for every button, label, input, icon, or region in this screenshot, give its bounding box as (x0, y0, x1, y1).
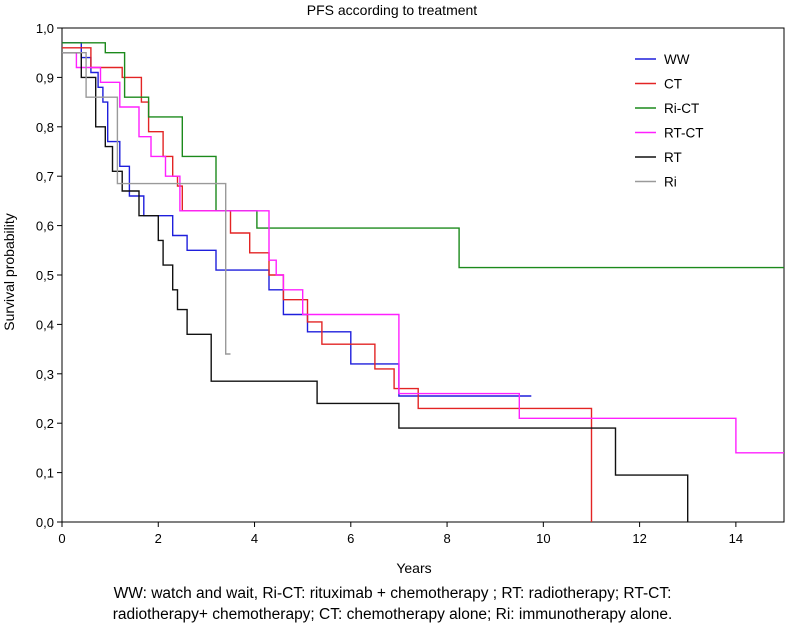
x-tick-label: 8 (443, 531, 450, 546)
y-axis-label: Survival probability (1, 213, 17, 331)
x-tick-label: 6 (347, 531, 354, 546)
y-tick-label: 0,7 (36, 169, 54, 184)
series-line-ri (62, 52, 231, 355)
series-line-ct (62, 47, 593, 522)
x-tick-label: 12 (632, 531, 646, 546)
x-tick-label: 14 (729, 531, 743, 546)
x-tick-label: 2 (155, 531, 162, 546)
chart-title: PFS according to treatment (307, 2, 478, 18)
km-chart: PFS according to treatment Survival prob… (1, 2, 785, 576)
series-line-ri-ct (62, 42, 784, 269)
y-tick-label: 0,8 (36, 120, 54, 135)
y-tick-label: 0,3 (36, 367, 54, 382)
y-tick-label: 0,6 (36, 219, 54, 234)
legend: WW CT Ri-CT RT-CT RT Ri (635, 52, 704, 190)
y-tick-label: 0,2 (36, 416, 54, 431)
caption-line-2: radiotherapy+ chemotherapy; CT: chemothe… (112, 606, 673, 623)
x-tick-label: 0 (58, 531, 65, 546)
x-axis-label: Years (396, 560, 431, 576)
series-line-rt (62, 52, 689, 522)
x-tick-label: 4 (251, 531, 258, 546)
x-tick-label: 10 (536, 531, 550, 546)
series-line-rt-ct (62, 52, 784, 454)
x-axis: 0 2 4 6 8 10 12 14 (58, 522, 743, 546)
series-line-ww (62, 42, 532, 397)
legend-label: WW (664, 52, 690, 67)
figure-caption: WW: watch and wait, Ri-CT: rituximab + c… (0, 583, 785, 625)
y-axis: 0,0 0,1 0,2 0,3 0,4 0,5 0,6 0,7 0,8 0,9 1,0 (36, 21, 62, 530)
y-tick-label: 0,4 (36, 317, 54, 332)
legend-label: RT-CT (664, 126, 704, 141)
caption-line-1: WW: watch and wait, Ri-CT: rituximab + c… (113, 585, 672, 602)
legend-label: RT (664, 150, 682, 165)
legend-label: Ri-CT (664, 101, 699, 116)
y-tick-label: 0,1 (36, 466, 54, 481)
legend-label: Ri (664, 175, 677, 190)
y-tick-label: 0,9 (36, 70, 54, 85)
y-tick-label: 0,0 (36, 515, 54, 530)
series-lines (62, 42, 784, 522)
y-tick-label: 1,0 (36, 21, 54, 36)
legend-label: CT (664, 77, 682, 92)
y-tick-label: 0,5 (36, 268, 54, 283)
